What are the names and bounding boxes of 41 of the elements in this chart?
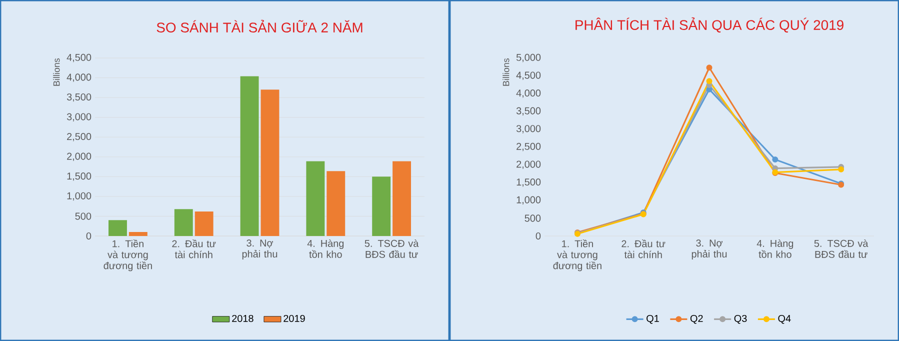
x-tick-label: 1. Tiền và tương đương tiền — [553, 240, 602, 272]
y-tick-label: 2,000 — [67, 152, 92, 162]
y-tick-label: 2,000 — [516, 160, 541, 169]
legend-label: Q1 — [646, 314, 659, 324]
y-tick-label: 3,000 — [66, 113, 92, 122]
x-tick-label: 5. TSCĐ và BĐS đầu tư — [814, 240, 868, 258]
legend-label: Q4 — [778, 314, 791, 324]
y-tick-label: 2,500 — [67, 133, 92, 142]
x-tick-label: 4. Hàng tồn kho — [307, 240, 344, 258]
y-tick-label: 3,000 — [516, 125, 541, 134]
y-tick-label: 1,000 — [516, 196, 541, 205]
y-tick-label: 3,500 — [516, 107, 541, 116]
x-tick-label: 5. TSCĐ và BĐS đầu tư — [364, 240, 419, 258]
y-tick-label: 1,500 — [67, 172, 92, 181]
y-tick-label: 1,000 — [67, 192, 92, 201]
x-tick-label: 4. Hàng tồn kho — [756, 240, 794, 258]
y-tick-label: 0 — [536, 232, 541, 240]
x-tick-label: 1. Tiền và tương đương tiền — [104, 240, 152, 272]
x-tick-label: 2. Đầu tư tài chính — [172, 240, 216, 258]
legend-label: Q2 — [690, 314, 703, 324]
y-tick-label: 4,500 — [516, 72, 541, 80]
chart-title: PHÂN TÍCH TÀI SẢN QUA CÁC QUÝ 2019 — [576, 17, 844, 32]
y-tick-label: 4,500 — [66, 54, 92, 62]
y-tick-label: 500 — [75, 212, 92, 220]
legend-label: 2018 — [232, 314, 254, 322]
y-tick-label: 0 — [86, 232, 92, 240]
y-axis-title: Billions — [502, 58, 510, 86]
y-tick-label: 2,500 — [516, 142, 541, 152]
y-tick-label: 5,000 — [516, 54, 541, 62]
chart-title: SO SÁNH TÀI SẢN GIỮA 2 NĂM — [156, 20, 362, 32]
x-tick-label: 2. Đầu tư tài chính — [622, 240, 666, 258]
y-tick-label: 4,000 — [66, 74, 92, 82]
legend-label: Q3 — [734, 314, 747, 324]
y-tick-label: 4,000 — [516, 89, 541, 98]
y-tick-label: 3,500 — [66, 93, 92, 102]
y-tick-label: 500 — [524, 214, 541, 222]
y-axis-title: Billions — [53, 58, 60, 86]
y-tick-label: 1,500 — [516, 178, 541, 187]
x-tick-label: 3. Nợ phải thu — [692, 240, 727, 260]
x-tick-label: 3. Nợ phải thu — [242, 240, 278, 260]
legend-label: 2019 — [284, 314, 305, 322]
